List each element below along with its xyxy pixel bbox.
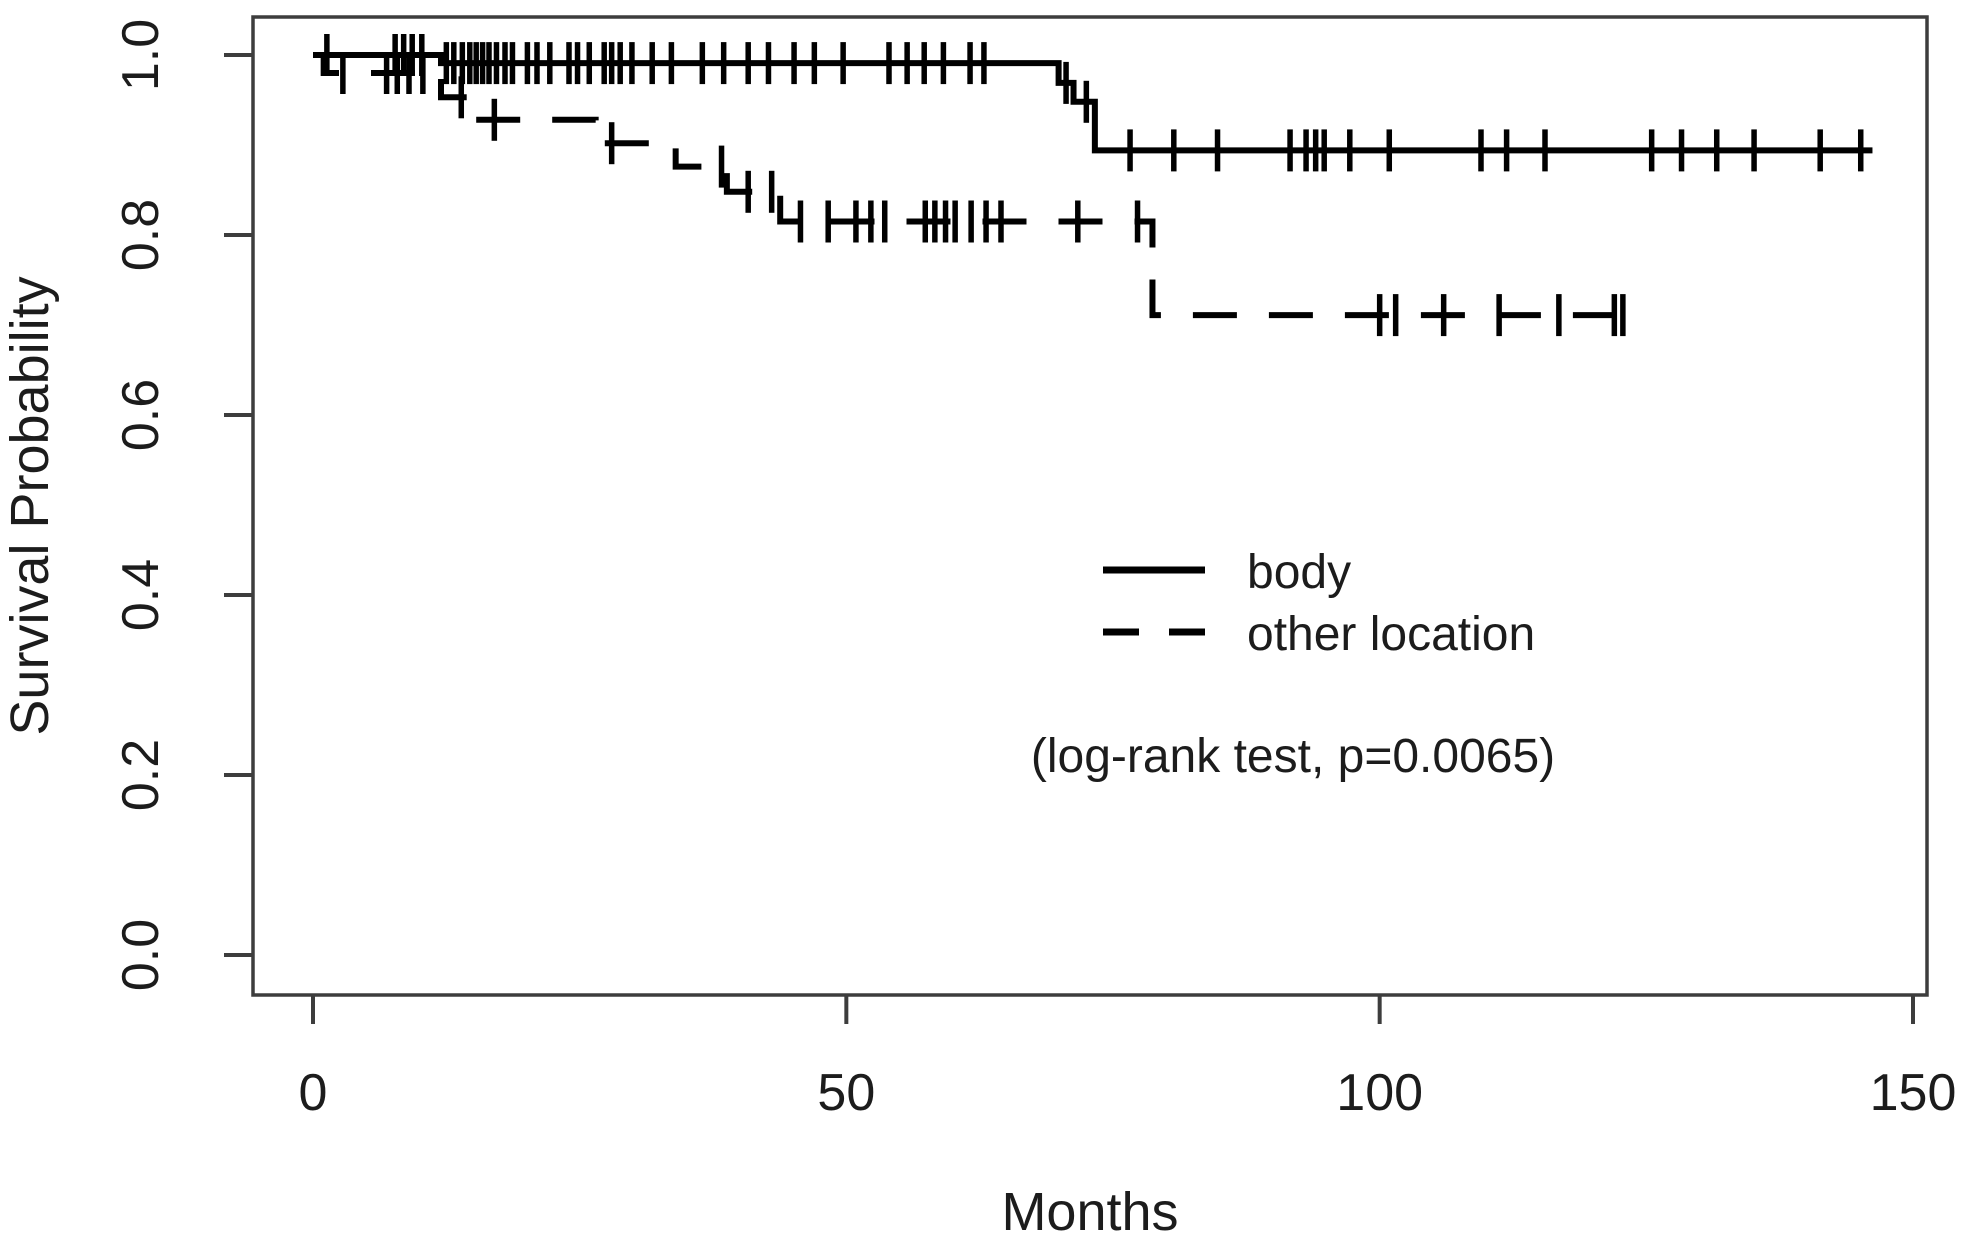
legend-label-other-location: other location — [1247, 608, 1535, 661]
x-axis: 0 50 100 150 — [299, 995, 1957, 1122]
y-tick-label: 0.0 — [112, 919, 170, 991]
x-tick-label: 100 — [1336, 1064, 1423, 1122]
x-tick-label: 50 — [817, 1064, 875, 1122]
y-axis: 0.0 0.2 0.4 0.6 0.8 1.0 — [112, 19, 253, 991]
y-axis-title: Survival Probability — [0, 276, 60, 735]
series-other-location — [313, 52, 1639, 337]
series-body — [313, 34, 1873, 172]
x-tick-label: 150 — [1870, 1064, 1957, 1122]
survival-curve-other-location — [313, 52, 1639, 319]
series-container — [313, 34, 1873, 337]
x-axis-title: Months — [1001, 1182, 1178, 1242]
survival-curve-body — [313, 52, 1873, 154]
y-tick-label: 0.2 — [112, 739, 170, 811]
y-tick-label: 0.8 — [112, 199, 170, 271]
annotation-log-rank: (log-rank test, p=0.0065) — [1031, 730, 1555, 783]
y-tick-label: 0.6 — [112, 379, 170, 451]
y-tick-label: 1.0 — [112, 19, 170, 91]
x-tick-label: 0 — [299, 1064, 328, 1122]
plot-box — [251, 15, 1929, 997]
legend: body other location — [1103, 546, 1535, 661]
y-tick-label: 0.4 — [112, 559, 170, 631]
legend-label-body: body — [1247, 546, 1351, 599]
